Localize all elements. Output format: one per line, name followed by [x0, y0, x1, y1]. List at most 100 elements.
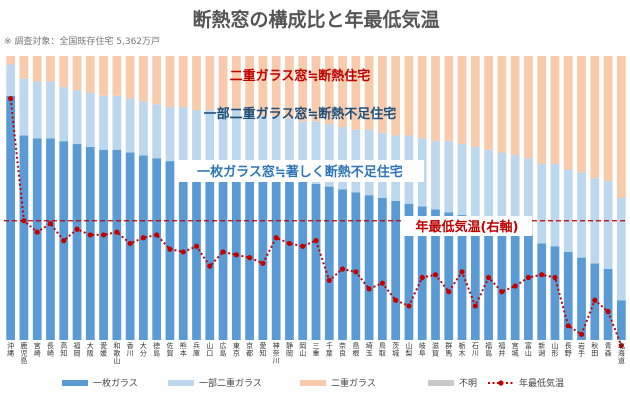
bar-1-13 — [178, 107, 188, 162]
bar-1-5 — [72, 90, 82, 145]
bar-0-33 — [444, 212, 454, 340]
temperature-point-42 — [565, 323, 571, 329]
temperature-point-37 — [499, 289, 505, 295]
bar-0-11 — [152, 158, 162, 340]
x-tick-33: 群馬 — [445, 341, 452, 358]
temperature-point-24 — [326, 277, 332, 283]
temperature-point-40 — [539, 272, 545, 278]
bar-2-9 — [125, 56, 135, 99]
bar-2-42 — [563, 56, 573, 170]
bar-1-15 — [205, 109, 215, 164]
bar-1-8 — [112, 95, 122, 150]
bar-0-35 — [470, 217, 480, 340]
bar-0-41 — [550, 246, 560, 340]
bar-0-45 — [603, 269, 613, 340]
legend-label-0: 一枚ガラス — [93, 377, 138, 389]
bar-2-17 — [231, 56, 241, 110]
temperature-point-26 — [353, 269, 359, 275]
bar-2-21 — [285, 56, 294, 119]
bar-0-23 — [311, 183, 321, 340]
bar-1-20 — [271, 115, 281, 176]
temperature-point-1 — [21, 218, 27, 224]
x-tick-45: 青森 — [605, 341, 612, 358]
bar-0-43 — [577, 257, 586, 340]
bar-2-28 — [378, 56, 387, 133]
x-tick-24: 千葉 — [326, 341, 333, 358]
bar-0-1 — [19, 135, 29, 340]
bar-1-24 — [324, 124, 334, 187]
bar-0-7 — [99, 149, 108, 340]
bar-1-14 — [192, 109, 201, 164]
bar-0-22 — [298, 180, 308, 340]
bar-2-23 — [311, 56, 321, 122]
x-tick-27: 埼玉 — [366, 341, 373, 358]
x-tick-2: 宮崎 — [34, 341, 41, 358]
bar-2-24 — [324, 56, 334, 125]
temperature-point-15 — [207, 263, 213, 269]
legend-swatch-0 — [62, 380, 88, 386]
bar-1-42 — [563, 169, 573, 252]
bar-2-46 — [616, 56, 626, 198]
x-tick-14: 兵庫 — [193, 341, 200, 358]
x-tick-34: 栃木 — [459, 341, 466, 358]
bar-0-18 — [245, 169, 254, 340]
bar-1-40 — [537, 163, 547, 244]
bar-1-41 — [550, 163, 560, 247]
bar-1-0 — [6, 64, 16, 96]
bar-2-6 — [85, 56, 95, 93]
bar-1-4 — [59, 87, 69, 142]
x-tick-3: 長崎 — [47, 342, 54, 358]
x-tick-44: 秋田 — [591, 341, 598, 358]
bar-0-37 — [497, 226, 507, 340]
bar-2-36 — [484, 56, 493, 150]
bar-2-20 — [271, 56, 281, 116]
bar-2-1 — [19, 56, 29, 79]
temperature-point-25 — [339, 266, 346, 272]
chart-title: 断熱窓の構成比と年最低気温 — [192, 8, 439, 31]
temperature-point-43 — [578, 331, 585, 337]
bar-2-10 — [139, 56, 148, 102]
label-single-glass-box — [176, 160, 424, 182]
bar-2-27 — [364, 56, 374, 130]
bar-2-16 — [218, 56, 228, 110]
bar-1-43 — [577, 172, 586, 258]
bar-0-20 — [271, 175, 281, 340]
bar-1-44 — [590, 178, 600, 264]
temperature-point-6 — [87, 232, 93, 238]
legend-label-2: 二重ガラス — [331, 377, 376, 389]
x-tick-15: 山口 — [206, 341, 213, 358]
bar-0-6 — [85, 146, 95, 340]
bar-1-39 — [524, 158, 533, 235]
temperature-point-17 — [233, 252, 239, 258]
x-tick-41: 山形 — [551, 341, 558, 358]
x-tick-17: 東京 — [233, 341, 240, 358]
bar-2-43 — [577, 56, 586, 173]
x-tick-23: 三重 — [313, 342, 320, 358]
temperature-point-45 — [605, 309, 611, 315]
bar-1-45 — [603, 180, 613, 269]
x-tick-10: 大分 — [140, 341, 147, 358]
bar-1-35 — [470, 146, 480, 218]
x-tick-0: 沖縄 — [7, 341, 14, 358]
bar-0-8 — [112, 149, 122, 340]
bar-2-44 — [590, 56, 600, 179]
bar-1-10 — [139, 101, 148, 156]
bar-2-30 — [404, 56, 414, 136]
bar-2-35 — [470, 56, 480, 147]
bar-0-46 — [616, 300, 626, 340]
bar-2-5 — [72, 56, 82, 91]
bar-0-2 — [32, 138, 42, 340]
legend-swatch-3 — [428, 380, 454, 386]
temperature-point-38 — [512, 283, 518, 289]
x-tick-22: 岡山 — [299, 342, 306, 358]
x-tick-32: 滋賀 — [432, 341, 439, 358]
bar-0-42 — [563, 251, 573, 340]
temperature-line-group — [8, 96, 624, 349]
temperature-line — [9, 98, 623, 347]
bar-2-3 — [46, 56, 55, 82]
bar-0-27 — [364, 195, 374, 340]
label-min-temp: 年最低気温(右軸) — [416, 219, 519, 235]
bar-2-40 — [537, 56, 547, 164]
x-tick-29: 茨城 — [392, 341, 399, 358]
x-tick-35: 石川 — [472, 342, 479, 358]
